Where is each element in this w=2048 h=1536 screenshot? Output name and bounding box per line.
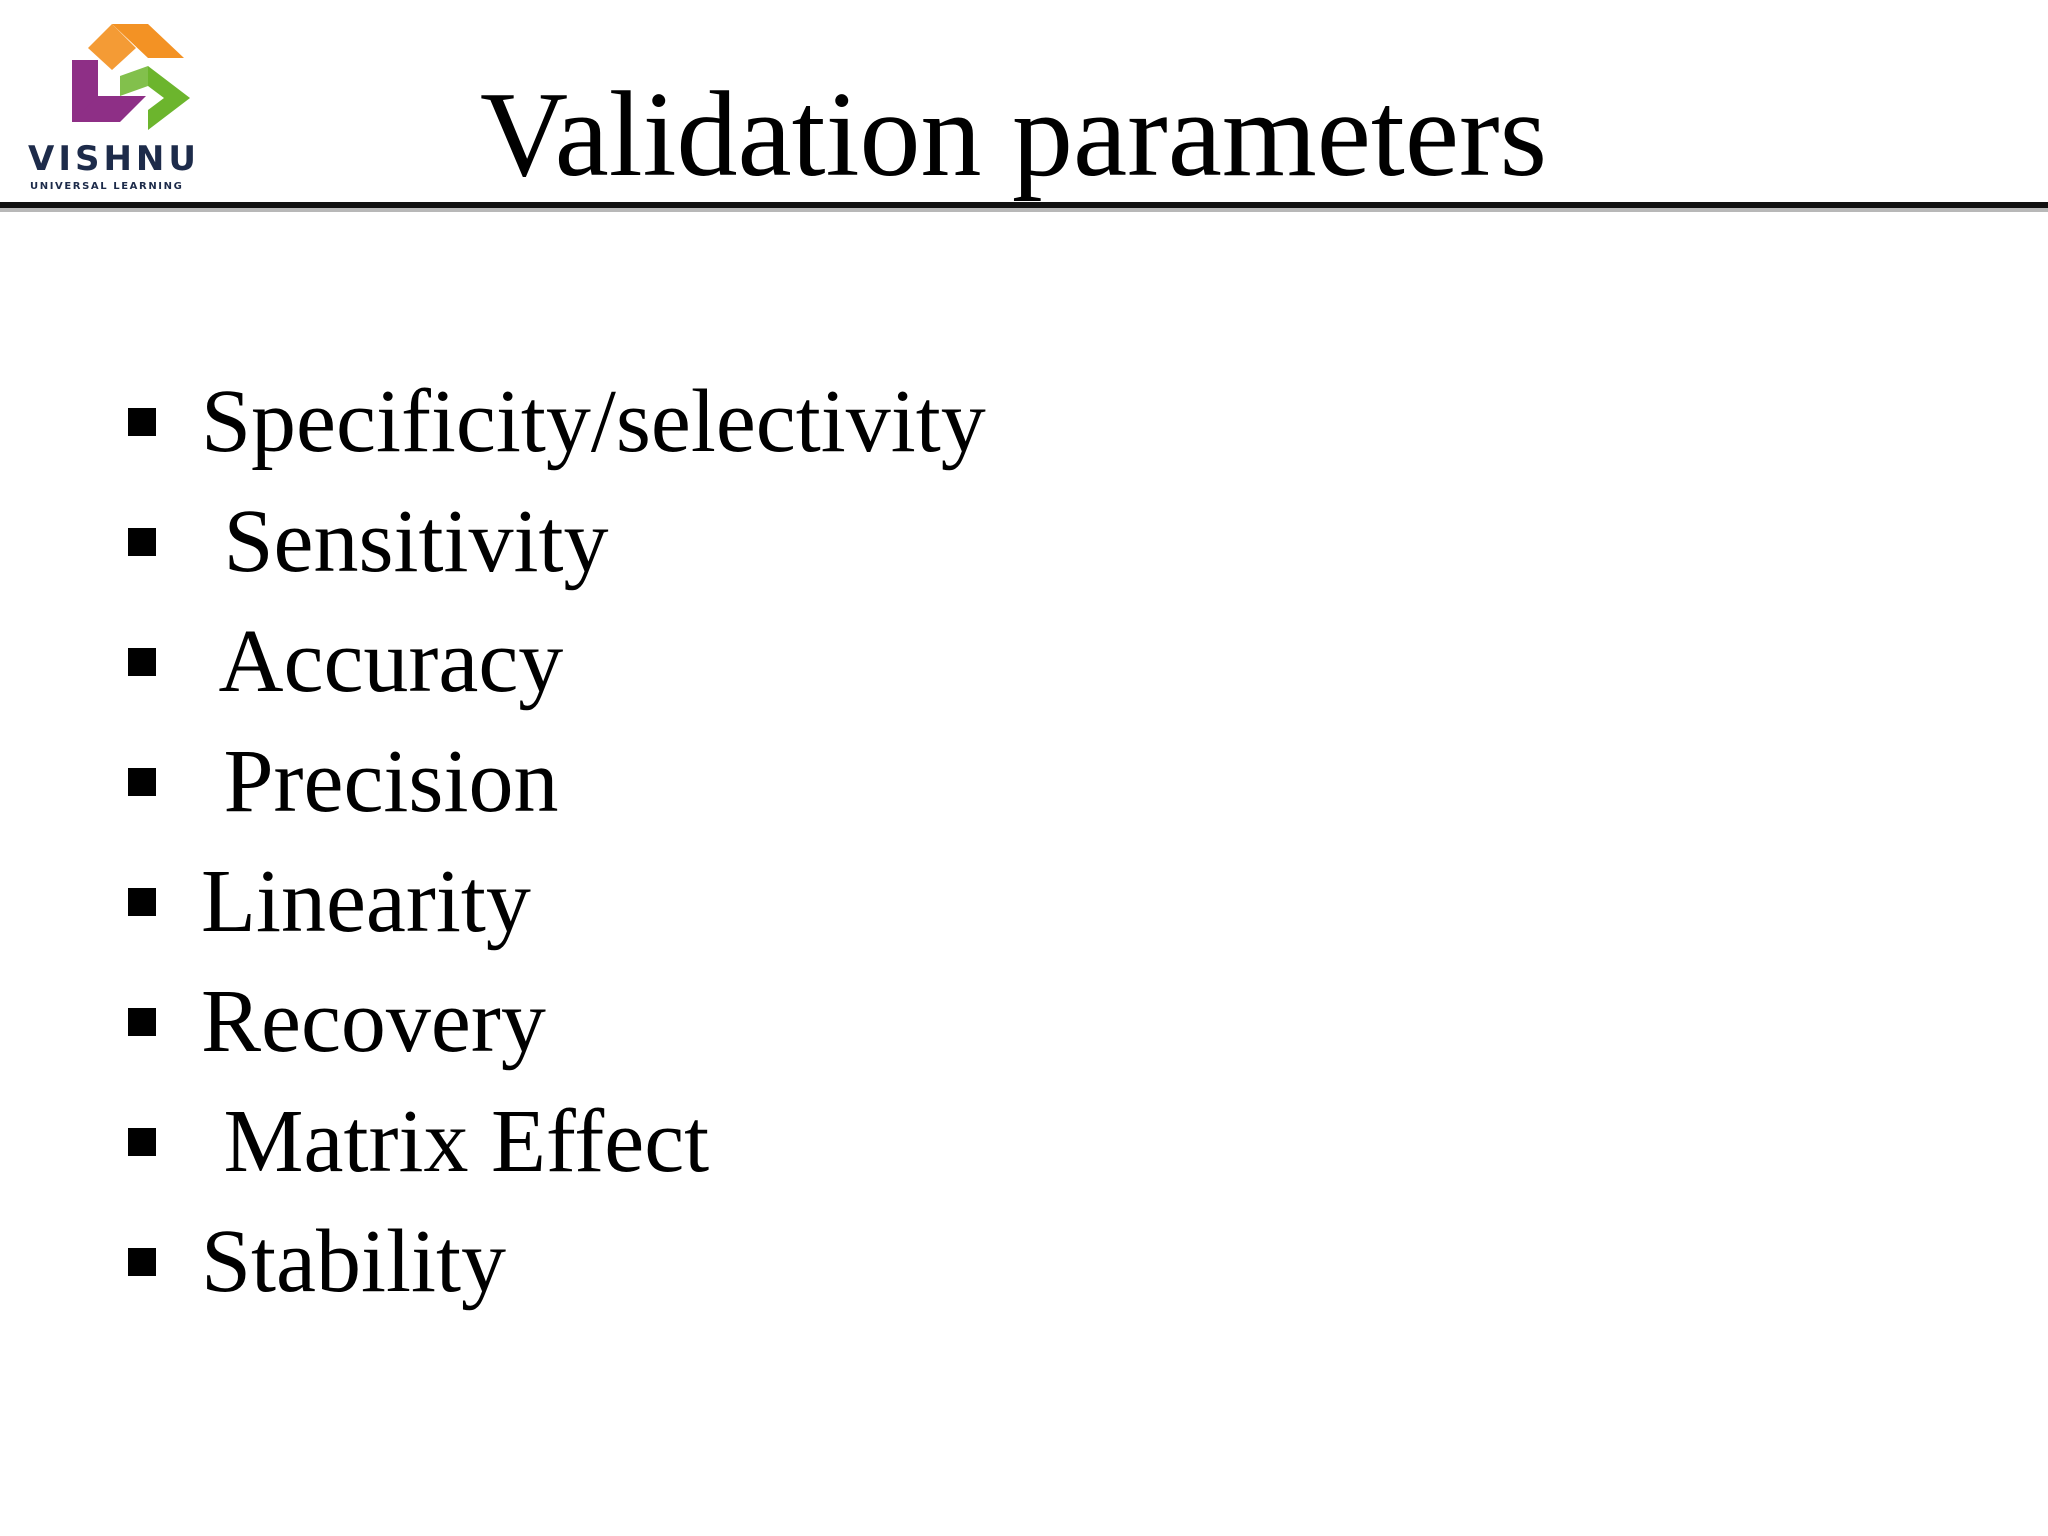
list-item-text: Specificity/selectivity (201, 372, 986, 471)
list-item: Accuracy (128, 602, 986, 722)
list-item: Recovery (128, 962, 986, 1082)
list-item-text: Precision (201, 732, 559, 831)
title-divider (0, 202, 2048, 208)
square-bullet-icon (128, 1128, 156, 1156)
vishnu-logo: VISHNU UNIVERSAL LEARNING (22, 18, 207, 198)
list-item-text: Sensitivity (201, 492, 609, 591)
list-item: Linearity (128, 842, 986, 962)
vishnu-logo-icon (72, 24, 190, 130)
list-item: Sensitivity (128, 482, 986, 602)
title-divider-shadow (0, 208, 2048, 212)
list-item-text: Accuracy (201, 612, 564, 711)
list-item-text: Matrix Effect (201, 1092, 710, 1191)
square-bullet-icon (128, 768, 156, 796)
list-item: Matrix Effect (128, 1082, 986, 1202)
list-item: Precision (128, 722, 986, 842)
slide-title: Validation parameters (480, 67, 1548, 202)
square-bullet-icon (128, 528, 156, 556)
square-bullet-icon (128, 1248, 156, 1276)
list-item: Specificity/selectivity (128, 362, 986, 482)
square-bullet-icon (128, 408, 156, 436)
validation-parameter-list: Specificity/selectivity Sensitivity Accu… (128, 362, 986, 1322)
list-item-text: Recovery (201, 972, 546, 1071)
square-bullet-icon (128, 648, 156, 676)
logo-tagline: UNIVERSAL LEARNING (30, 181, 184, 192)
logo-name: VISHNU (28, 139, 200, 179)
square-bullet-icon (128, 888, 156, 916)
list-item: Stability (128, 1202, 986, 1322)
square-bullet-icon (128, 1008, 156, 1036)
list-item-text: Linearity (201, 852, 531, 951)
list-item-text: Stability (201, 1212, 507, 1311)
